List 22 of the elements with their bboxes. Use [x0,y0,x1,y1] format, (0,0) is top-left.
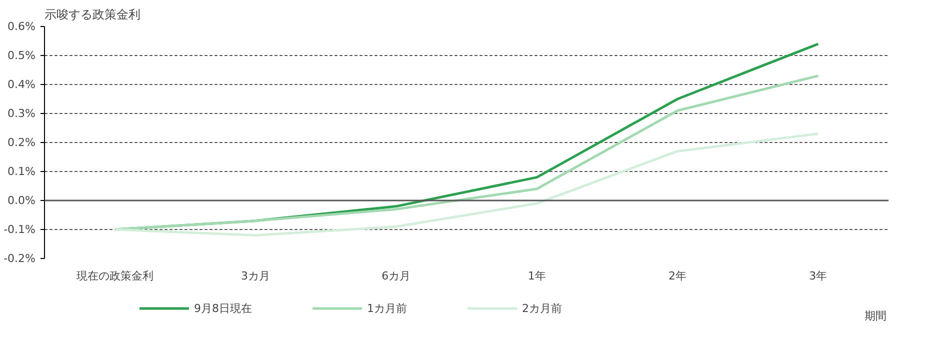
y-tick-label: 0.3% [8,107,36,120]
x-tick-label: 2年 [668,270,686,282]
x-tick-label: 1年 [528,270,546,282]
line-series [114,132,820,237]
y-tick-label: 0.6% [8,20,36,33]
legend-label: 2カ月前 [522,300,562,316]
y-tick-label: 0.2% [8,136,36,149]
line-series [114,74,820,231]
legend-label: 1カ月前 [367,300,407,316]
y-tick-label: -0.2% [4,252,36,265]
x-tick-label: 現在の政策金利 [76,270,154,282]
y-tick-label: 0.4% [8,78,36,91]
x-tick-label: 3カ月 [241,270,270,282]
y-tick-label: 0.0% [8,194,36,207]
x-tick-label: 3年 [809,270,828,282]
legend-label: 9月8日現在 [194,300,252,316]
x-axis-title: 期間 [864,310,886,322]
y-axis-title: 示唆する政策金利 [44,8,140,22]
y-tick-label: 0.5% [8,49,36,62]
y-tick-label: 0.1% [8,165,36,178]
x-tick-label: 6カ月 [382,270,411,282]
y-tick-label: -0.1% [4,223,36,236]
